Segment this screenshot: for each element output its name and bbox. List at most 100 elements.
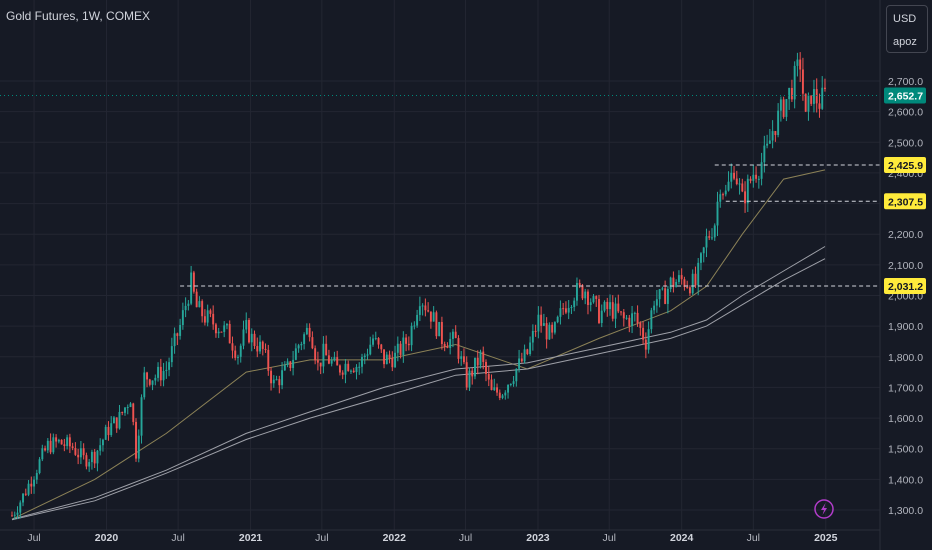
candle-body — [341, 372, 344, 375]
candle-body — [275, 379, 278, 381]
candle-body — [115, 417, 118, 429]
candle-body — [471, 370, 474, 377]
candle-body — [113, 417, 115, 424]
currency-selector[interactable]: USD apoz — [886, 5, 928, 53]
candle-body — [49, 440, 52, 453]
candle-body — [777, 110, 780, 136]
candle-body — [63, 444, 66, 446]
candle-body — [427, 310, 430, 312]
x-tick-label: Jul — [459, 532, 472, 544]
candle-body — [46, 440, 49, 451]
candle-body — [636, 312, 639, 323]
candle-body — [237, 356, 239, 358]
candle-body — [507, 385, 510, 393]
candle-body — [496, 387, 498, 393]
candle-body — [625, 317, 628, 319]
x-tick-label: 2025 — [814, 532, 838, 544]
candle-body — [711, 237, 713, 239]
candle-body — [159, 366, 162, 381]
x-tick-label: Jul — [27, 532, 40, 544]
candle-body — [231, 343, 234, 351]
candle-body — [564, 308, 567, 313]
horizontal-levels — [0, 94, 880, 287]
candle-body — [281, 370, 284, 386]
candle-body — [722, 194, 724, 196]
candle-body — [245, 319, 248, 330]
candle-body — [250, 333, 253, 343]
candle-body — [622, 312, 625, 319]
candle-body — [595, 296, 598, 299]
candle-body — [16, 512, 19, 515]
candle-body — [628, 317, 631, 327]
candle-body — [413, 325, 416, 327]
candle-body — [294, 348, 297, 360]
time-axis[interactable]: Jul 2020 Jul 2021 Jul 2022 Jul 2023 Jul 2024 Jul 20… — [27, 532, 837, 544]
candle-body — [686, 286, 689, 288]
candle-body — [515, 368, 518, 382]
candle-body — [755, 174, 758, 179]
candle-body — [212, 313, 215, 325]
candle-body — [493, 387, 496, 391]
candle-body — [476, 357, 479, 366]
level-tag — [884, 156, 926, 173]
candle-body — [812, 89, 815, 104]
candle-body — [457, 338, 460, 359]
candle-body — [575, 282, 578, 301]
candle-body — [520, 358, 523, 362]
candle-body — [57, 439, 60, 442]
candle-body — [746, 178, 749, 204]
candle-body — [551, 324, 554, 333]
candle-body — [344, 363, 347, 375]
candle-body — [308, 327, 311, 338]
candle-body — [300, 343, 303, 346]
y-tick-label: 1,500.0 — [888, 444, 923, 456]
candle-body — [559, 308, 562, 317]
candle-body — [394, 352, 397, 368]
candle-body — [653, 305, 656, 311]
x-tick-label: 2021 — [239, 532, 263, 544]
candle-body — [614, 303, 617, 319]
candle-body — [228, 324, 231, 344]
candle-body — [286, 361, 289, 365]
candle-body — [79, 448, 82, 458]
candle-body — [124, 407, 126, 413]
candle-body — [179, 325, 182, 336]
sma-slower-line — [11, 258, 826, 521]
candle-body — [137, 435, 140, 459]
chart-title: Gold Futures, 1W, COMEX — [6, 9, 151, 23]
candle-body — [429, 311, 432, 322]
candle-body — [358, 366, 361, 368]
sma-fast-line — [11, 169, 826, 520]
candle-body — [683, 279, 686, 287]
candle-body — [793, 65, 796, 100]
candle-body — [631, 313, 634, 327]
candle-body — [468, 370, 471, 388]
candle-body — [184, 305, 187, 311]
candle-body — [297, 345, 300, 349]
candle-body — [705, 236, 708, 248]
candle-body — [435, 312, 438, 337]
last-price-tag — [884, 87, 926, 104]
candle-body — [101, 439, 104, 446]
candle-body — [140, 397, 143, 436]
candle-body — [688, 287, 691, 294]
candle-body — [487, 373, 490, 380]
candle-body — [361, 357, 363, 367]
candle-body — [779, 99, 782, 111]
candle-body — [763, 145, 766, 163]
candle-body — [592, 296, 595, 303]
candle-body — [418, 306, 421, 315]
candle-body — [810, 95, 813, 104]
candle-body — [118, 412, 121, 429]
candle-body — [283, 364, 286, 371]
candle-body — [600, 310, 603, 323]
candle-body — [126, 407, 129, 409]
lightning-bolt-icon[interactable] — [814, 499, 834, 519]
candle-body — [606, 301, 609, 310]
candle-body — [168, 362, 171, 370]
y-tick-label: 1,400.0 — [888, 474, 923, 486]
candle-body — [30, 483, 33, 487]
candle-body — [801, 69, 804, 94]
